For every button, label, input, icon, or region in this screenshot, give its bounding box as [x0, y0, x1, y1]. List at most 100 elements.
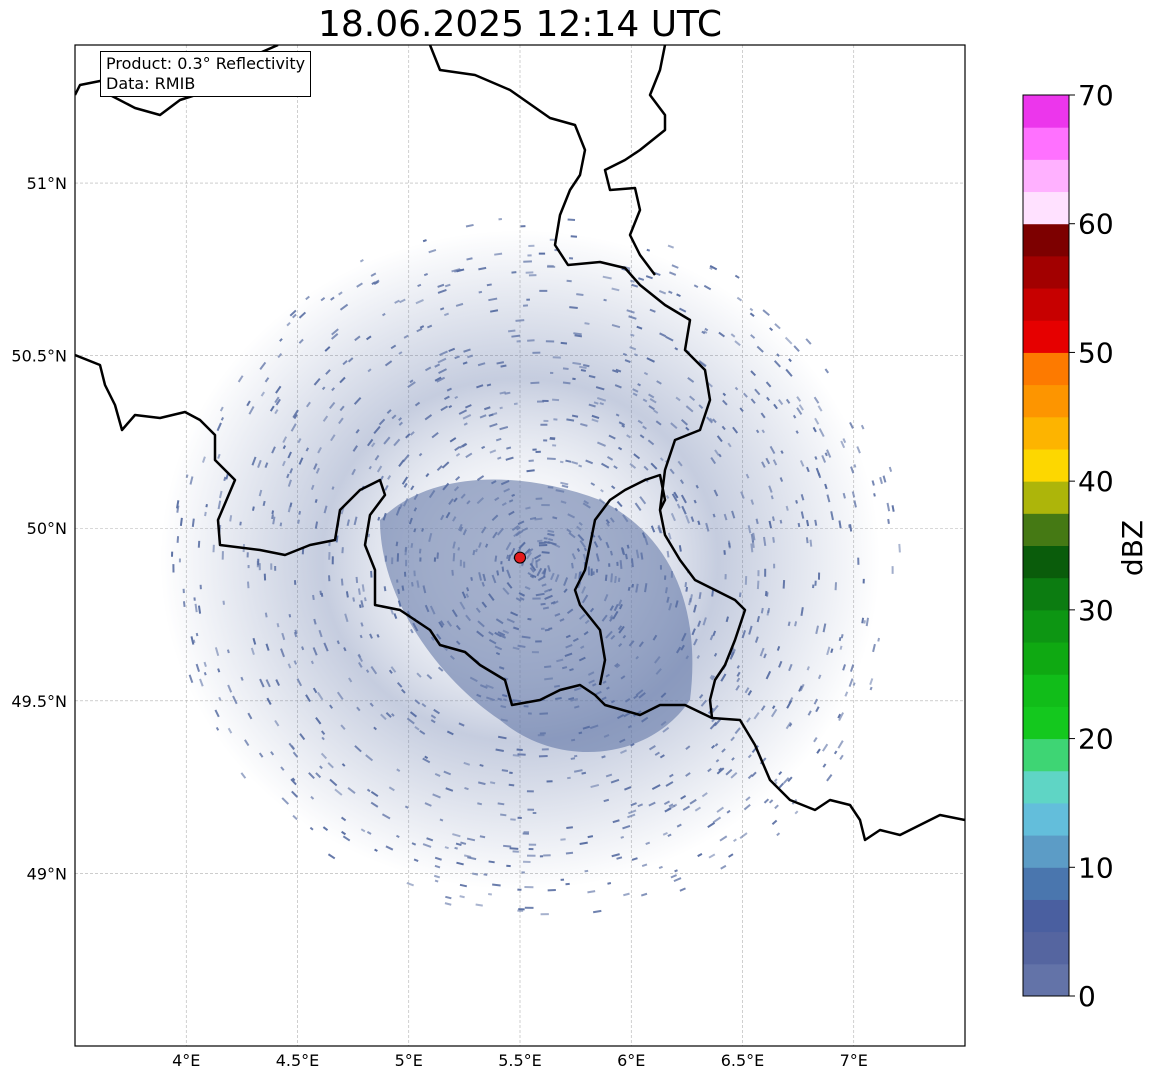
- echo-speckle: [776, 353, 780, 357]
- echo-speckle: [821, 455, 827, 463]
- echo-speckle: [657, 524, 663, 534]
- echo-speckle: [721, 425, 726, 431]
- echo-speckle: [478, 781, 486, 786]
- echo-speckle: [727, 540, 731, 549]
- echo-speckle: [679, 479, 685, 485]
- echo-speckle: [747, 525, 752, 534]
- echo-speckle: [631, 857, 638, 861]
- y-tick-label: 50°N: [27, 519, 67, 538]
- echo-speckle: [331, 328, 339, 336]
- echo-speckle: [528, 459, 534, 462]
- echo-speckle: [305, 694, 311, 702]
- echo-speckle: [517, 753, 526, 756]
- echo-speckle: [434, 879, 439, 883]
- echo-speckle: [518, 908, 525, 911]
- echo-speckle: [777, 399, 784, 406]
- echo-speckle: [689, 798, 697, 805]
- echo-speckle: [444, 902, 452, 906]
- echo-speckle: [289, 468, 294, 474]
- echo-speckle: [377, 516, 381, 521]
- echo-speckle: [430, 714, 437, 719]
- echo-speckle: [772, 537, 775, 543]
- echo-speckle: [703, 284, 712, 291]
- echo-speckle: [601, 462, 610, 469]
- echo-speckle: [728, 853, 734, 858]
- echo-speckle: [779, 519, 783, 524]
- echo-speckle: [246, 552, 249, 558]
- echo-speckle: [707, 821, 716, 829]
- echo-speckle: [290, 423, 297, 432]
- echo-speckle: [685, 745, 691, 750]
- echo-speckle: [397, 600, 402, 607]
- echo-speckle: [526, 790, 534, 793]
- echo-speckle: [643, 371, 649, 376]
- echo-speckle: [772, 459, 778, 466]
- echo-speckle: [795, 430, 799, 434]
- echo-speckle: [690, 516, 695, 523]
- echo-speckle: [645, 841, 651, 846]
- echo-speckle: [258, 489, 263, 497]
- echo-speckle: [384, 360, 393, 367]
- echo-speckle: [195, 632, 199, 637]
- echo-speckle: [289, 309, 297, 317]
- echo-speckle: [381, 813, 391, 820]
- echo-speckle: [271, 514, 274, 520]
- echo-speckle: [572, 377, 576, 381]
- echo-speckle: [327, 762, 334, 769]
- echo-speckle: [543, 854, 551, 857]
- echo-speckle: [497, 735, 507, 740]
- echo-speckle: [528, 847, 534, 851]
- echo-speckle: [573, 769, 583, 773]
- echo-speckle: [792, 414, 797, 419]
- echo-speckle: [463, 348, 471, 353]
- echo-speckle: [492, 883, 501, 887]
- echo-speckle: [280, 648, 285, 658]
- echo-speckle: [813, 698, 818, 705]
- echo-speckle: [369, 702, 374, 707]
- echo-speckle: [422, 843, 432, 848]
- echo-speckle: [495, 437, 502, 442]
- echo-speckle: [633, 453, 641, 460]
- echo-speckle: [730, 333, 736, 338]
- echo-speckle: [839, 754, 844, 760]
- echo-speckle: [340, 724, 346, 730]
- echo-speckle: [287, 506, 291, 513]
- echo-speckle: [443, 770, 452, 776]
- echo-speckle: [602, 275, 612, 280]
- echo-speckle: [588, 374, 596, 379]
- echo-speckle: [580, 423, 588, 427]
- echo-speckle: [566, 826, 573, 829]
- x-tick-label: 5°E: [395, 1051, 423, 1070]
- echo-speckle: [182, 588, 185, 594]
- x-tick-label: 4°E: [172, 1051, 200, 1070]
- echo-speckle: [440, 405, 449, 412]
- echo-speckle: [489, 781, 496, 785]
- echo-speckle: [587, 890, 596, 894]
- echo-speckle: [274, 396, 280, 404]
- echo-speckle: [351, 468, 356, 476]
- echo-speckle: [445, 895, 452, 900]
- echo-speckle: [434, 772, 441, 777]
- echo-speckle: [317, 691, 324, 701]
- echo-speckle: [664, 807, 672, 813]
- echo-speckle: [330, 296, 335, 301]
- echo-speckle: [327, 853, 336, 860]
- echo-speckle: [778, 660, 783, 668]
- echo-speckle: [258, 563, 261, 571]
- echo-speckle: [370, 666, 378, 675]
- echo-speckle: [510, 818, 516, 821]
- echo-speckle: [385, 712, 392, 718]
- echo-speckle: [292, 313, 297, 319]
- echo-speckle: [646, 248, 651, 252]
- echo-speckle: [662, 726, 670, 733]
- echo-speckle: [629, 346, 637, 351]
- echo-speckle: [826, 494, 831, 503]
- echo-speckle: [722, 399, 728, 406]
- echo-speckle: [320, 752, 328, 760]
- echo-speckle: [722, 392, 727, 397]
- echo-speckle: [611, 324, 621, 329]
- echo-speckle: [344, 613, 349, 623]
- echo-speckle: [382, 312, 386, 317]
- echo-speckle: [621, 424, 626, 428]
- echo-speckle: [573, 332, 582, 336]
